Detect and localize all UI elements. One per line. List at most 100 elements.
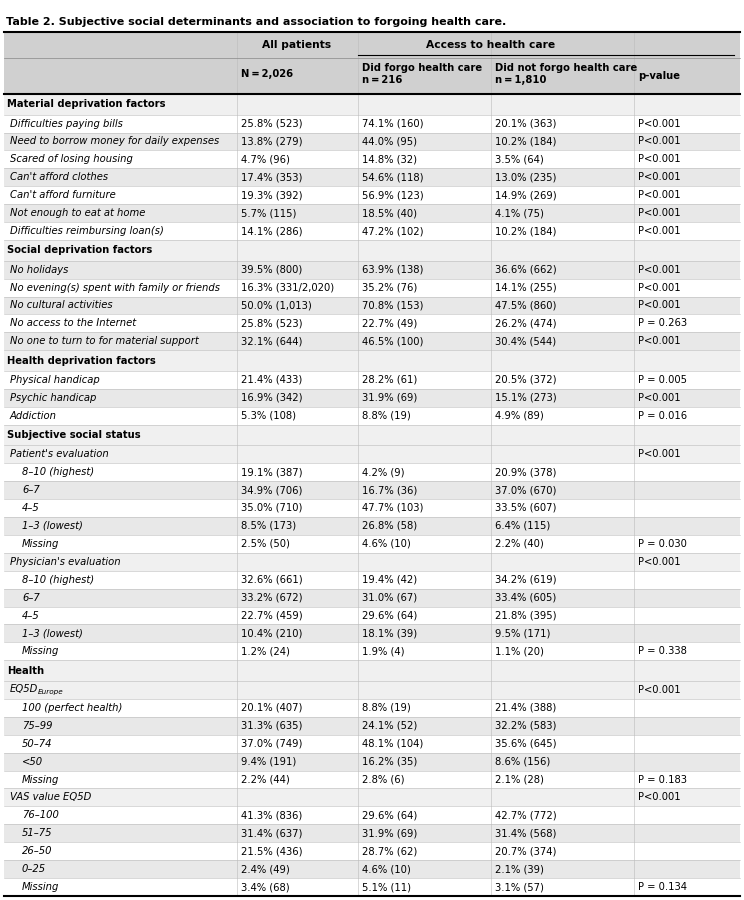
Text: No holidays: No holidays (10, 265, 68, 274)
Bar (4, 681, 740, 699)
Text: 8.8% (19): 8.8% (19) (362, 703, 411, 713)
Bar (4, 553, 740, 571)
Text: 33.2% (672): 33.2% (672) (241, 592, 303, 603)
Text: Need to borrow money for daily expenses: Need to borrow money for daily expenses (10, 137, 219, 147)
Text: 46.5% (100): 46.5% (100) (362, 337, 423, 347)
Text: Table 2. Subjective social determinants and association to forgoing health care.: Table 2. Subjective social determinants … (6, 17, 506, 27)
Text: P<0.001: P<0.001 (638, 190, 681, 201)
Bar (4, 32, 740, 94)
Text: 37.0% (749): 37.0% (749) (241, 739, 302, 749)
Text: 3.5% (64): 3.5% (64) (495, 155, 544, 165)
Text: <50: <50 (22, 757, 43, 767)
Text: Material deprivation factors: Material deprivation factors (7, 99, 165, 109)
Text: Missing: Missing (22, 646, 60, 656)
Text: 1–3 (lowest): 1–3 (lowest) (22, 521, 83, 531)
Text: 33.5% (607): 33.5% (607) (495, 503, 557, 513)
Text: 14.9% (269): 14.9% (269) (495, 190, 557, 201)
Text: 21.5% (436): 21.5% (436) (241, 846, 303, 856)
Bar (4, 168, 740, 186)
Bar (4, 661, 740, 681)
Text: P<0.001: P<0.001 (638, 557, 681, 567)
Text: 35.0% (710): 35.0% (710) (241, 503, 302, 513)
Text: 100 (perfect health): 100 (perfect health) (22, 703, 122, 713)
Bar (4, 824, 740, 842)
Text: 32.6% (661): 32.6% (661) (241, 575, 303, 585)
Text: 4.6% (10): 4.6% (10) (362, 864, 411, 874)
Text: All patients: All patients (263, 40, 332, 50)
Text: No access to the Internet: No access to the Internet (10, 319, 136, 328)
Text: Did forgo health care
n = 216: Did forgo health care n = 216 (362, 63, 482, 86)
Bar (4, 279, 740, 296)
Text: 4.6% (10): 4.6% (10) (362, 539, 411, 549)
Text: 2.8% (6): 2.8% (6) (362, 775, 405, 785)
Text: Physician's evaluation: Physician's evaluation (10, 557, 121, 567)
Text: P<0.001: P<0.001 (638, 172, 681, 183)
Text: 31.3% (635): 31.3% (635) (241, 721, 302, 731)
Text: 5.1% (11): 5.1% (11) (362, 882, 411, 892)
Text: P<0.001: P<0.001 (638, 337, 681, 347)
Text: 0–25: 0–25 (22, 864, 46, 874)
Bar (4, 132, 740, 150)
Text: 19.1% (387): 19.1% (387) (241, 467, 303, 477)
Text: 8.5% (173): 8.5% (173) (241, 521, 296, 531)
Text: 33.4% (605): 33.4% (605) (495, 592, 557, 603)
Text: 5.3% (108): 5.3% (108) (241, 410, 296, 420)
Text: P = 0.183: P = 0.183 (638, 775, 687, 785)
Text: 31.4% (568): 31.4% (568) (495, 828, 557, 838)
Text: 20.7% (374): 20.7% (374) (495, 846, 557, 856)
Bar (4, 589, 740, 607)
Text: P = 0.263: P = 0.263 (638, 319, 687, 328)
Text: 75–99: 75–99 (22, 721, 53, 731)
Text: P = 0.005: P = 0.005 (638, 375, 687, 385)
Text: 16.3% (331/2,020): 16.3% (331/2,020) (241, 283, 334, 293)
Text: 42.7% (772): 42.7% (772) (495, 810, 557, 821)
Text: 10.2% (184): 10.2% (184) (495, 226, 557, 236)
Text: P<0.001: P<0.001 (638, 265, 681, 274)
Text: No cultural activities: No cultural activities (10, 301, 112, 310)
Text: 8–10 (highest): 8–10 (highest) (22, 467, 94, 477)
Text: 48.1% (104): 48.1% (104) (362, 739, 423, 749)
Text: 31.9% (69): 31.9% (69) (362, 392, 417, 403)
Text: 41.3% (836): 41.3% (836) (241, 810, 302, 821)
Text: Did not forgo health care
n = 1,810: Did not forgo health care n = 1,810 (495, 63, 638, 86)
Text: Not enough to eat at home: Not enough to eat at home (10, 208, 145, 218)
Text: 14.1% (286): 14.1% (286) (241, 226, 303, 236)
Text: 50.0% (1,013): 50.0% (1,013) (241, 301, 312, 310)
Bar (4, 186, 740, 204)
Text: 19.4% (42): 19.4% (42) (362, 575, 417, 585)
Bar (4, 296, 740, 314)
Text: Social deprivation factors: Social deprivation factors (7, 246, 153, 256)
Bar (4, 878, 740, 896)
Text: 30.4% (544): 30.4% (544) (495, 337, 556, 347)
Text: 51–75: 51–75 (22, 828, 53, 838)
Text: Can't afford furniture: Can't afford furniture (10, 190, 116, 201)
Text: 26.8% (58): 26.8% (58) (362, 521, 417, 531)
Text: 31.0% (67): 31.0% (67) (362, 592, 417, 603)
Text: 18.1% (39): 18.1% (39) (362, 628, 417, 638)
Text: 20.9% (378): 20.9% (378) (495, 467, 557, 477)
Bar (4, 425, 740, 446)
Text: P<0.001: P<0.001 (638, 208, 681, 218)
Text: 54.6% (118): 54.6% (118) (362, 172, 423, 183)
Bar (4, 94, 740, 114)
Text: 47.5% (860): 47.5% (860) (495, 301, 557, 310)
Text: 32.1% (644): 32.1% (644) (241, 337, 302, 347)
Text: 6.4% (115): 6.4% (115) (495, 521, 551, 531)
Bar (4, 446, 740, 464)
Bar (4, 314, 740, 332)
Bar (4, 806, 740, 824)
Text: P = 0.016: P = 0.016 (638, 410, 687, 420)
Text: 6–7: 6–7 (22, 485, 39, 495)
Bar (4, 261, 740, 279)
Text: 9.4% (191): 9.4% (191) (241, 757, 296, 767)
Text: 26–50: 26–50 (22, 846, 53, 856)
Bar (4, 350, 740, 371)
Text: 2.1% (28): 2.1% (28) (495, 775, 544, 785)
Text: Missing: Missing (22, 539, 60, 549)
Text: 56.9% (123): 56.9% (123) (362, 190, 423, 201)
Text: 29.6% (64): 29.6% (64) (362, 610, 417, 620)
Bar (4, 842, 740, 860)
Bar (4, 389, 740, 407)
Text: 20.1% (407): 20.1% (407) (241, 703, 302, 713)
Text: 24.1% (52): 24.1% (52) (362, 721, 417, 731)
